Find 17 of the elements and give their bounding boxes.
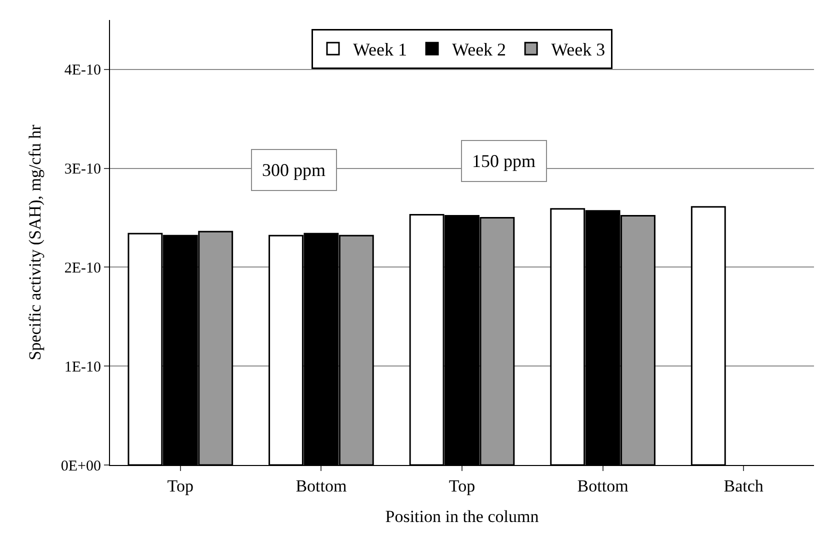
y-tick-label: 3E-10 — [64, 162, 101, 178]
x-tick-label: Batch — [724, 476, 764, 496]
annotation: 300 ppm — [262, 160, 326, 180]
x-tick-label: Top — [167, 476, 194, 496]
y-axis-title: Specific activity (SAH), mg/cfu hr — [25, 124, 44, 360]
y-tick-label: 0E+00 — [60, 458, 101, 474]
y-tick-label: 4E-10 — [64, 62, 101, 79]
x-axis-title: Position in the column — [385, 506, 540, 526]
annotation: 150 ppm — [472, 151, 536, 171]
x-tick-label: Top — [448, 476, 476, 496]
y-tick-label: 1E-10 — [64, 359, 101, 376]
legend-label: Week 1 — [353, 40, 408, 60]
legend-label: Week 2 — [452, 40, 506, 60]
x-tick-label: Bottom — [577, 476, 628, 496]
legend-label: Week 3 — [551, 40, 606, 60]
x-tick-label: Bottom — [296, 476, 347, 496]
y-tick-label: 2E-10 — [64, 260, 101, 276]
